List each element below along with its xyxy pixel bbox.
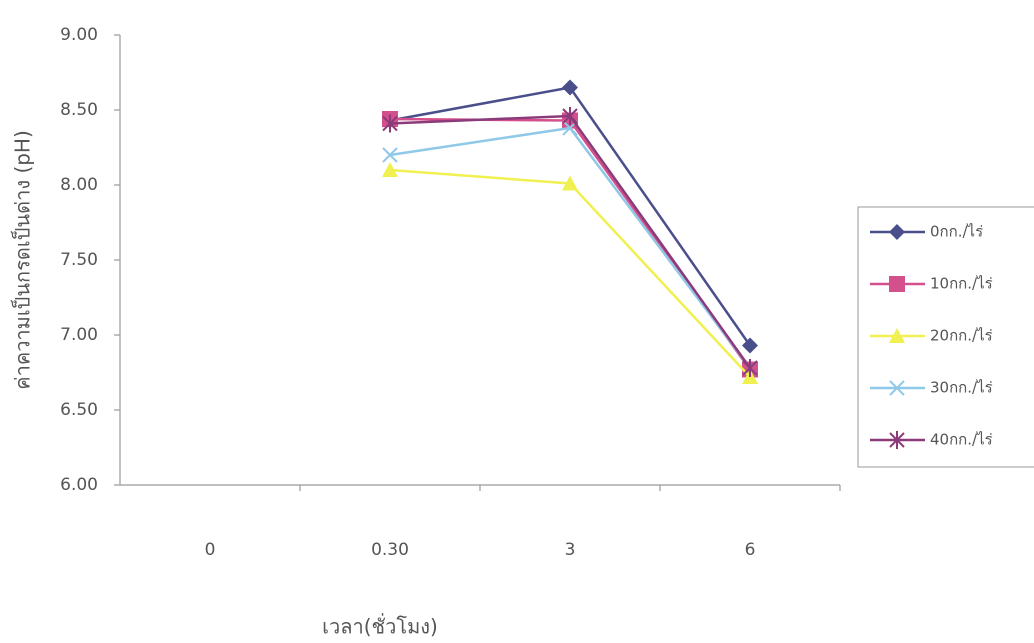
legend-label: 10กก./ไร่ xyxy=(930,275,993,293)
y-tick-label: 7.50 xyxy=(60,250,98,270)
legend-marker xyxy=(889,380,905,396)
legend-label: 40กก./ไร่ xyxy=(930,431,993,449)
x-axis-title: เวลา(ชั่วโมง) xyxy=(322,613,438,639)
data-point xyxy=(382,114,398,133)
series-line xyxy=(389,126,751,369)
legend-label: 30กก./ไร่ xyxy=(930,379,993,397)
data-point xyxy=(742,337,758,354)
legend-marker xyxy=(889,328,905,343)
series-line xyxy=(389,114,752,369)
data-point xyxy=(742,359,758,377)
y-tick-label: 8.50 xyxy=(60,100,98,120)
data-point xyxy=(382,162,398,177)
data-point xyxy=(382,147,398,163)
legend-marker xyxy=(889,431,905,449)
legend-marker xyxy=(889,224,905,240)
y-tick-label: 6.50 xyxy=(60,400,98,420)
series-line xyxy=(389,168,751,378)
y-tick-label: 8.00 xyxy=(60,175,98,195)
y-axis-title: ค่าความเป็นกรดเป็นด่าง (pH) xyxy=(10,130,35,390)
data-point xyxy=(562,79,578,96)
legend-label: 20กก./ไร่ xyxy=(930,327,993,345)
data-point xyxy=(562,107,578,125)
x-tick-label: 3 xyxy=(565,540,576,560)
x-tick-label: 6 xyxy=(745,540,756,560)
y-tick-label: 6.00 xyxy=(60,475,98,495)
series-line xyxy=(389,117,752,371)
y-tick-label: 7.00 xyxy=(60,325,98,345)
legend-label: 0กก./ไร่ xyxy=(930,223,983,241)
x-tick-label: 0.30 xyxy=(371,540,409,560)
data-point xyxy=(562,175,578,191)
legend-marker xyxy=(889,276,905,292)
y-tick-label: 9.00 xyxy=(60,25,98,45)
x-tick-label: 0 xyxy=(205,540,216,560)
